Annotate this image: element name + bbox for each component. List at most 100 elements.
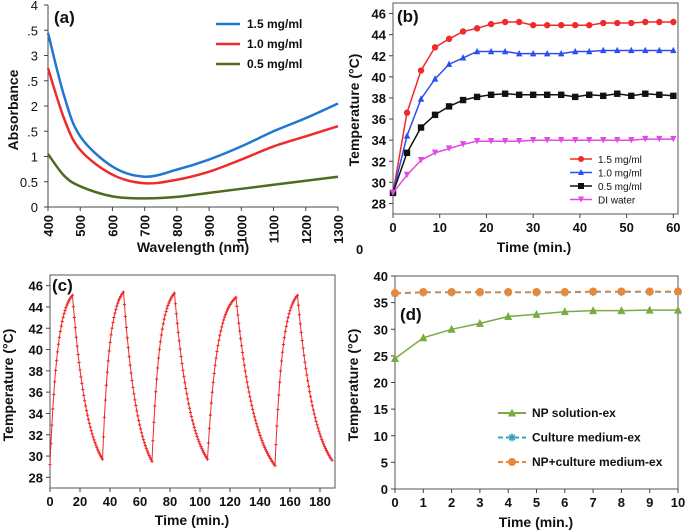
data-point	[156, 356, 161, 360]
x-tick-label: 8	[618, 495, 625, 510]
data-point	[263, 445, 267, 450]
series-1-0-mg-ml	[46, 67, 339, 185]
panel-a-label: (a)	[54, 8, 75, 27]
data-point	[149, 457, 153, 462]
x-tick-label: 60	[133, 494, 147, 509]
panel-b: (b) Time (min.) Temperature (°C) 0 0 10 20…	[346, 2, 681, 257]
data-point	[101, 435, 106, 439]
data-point	[89, 428, 93, 433]
data-point	[115, 304, 119, 308]
legend-marker	[578, 183, 584, 189]
y-tick-label: 2	[31, 99, 38, 114]
x-tick-label: 1200	[299, 215, 314, 244]
data-point	[628, 136, 635, 144]
data-point	[324, 448, 329, 453]
data-point	[102, 415, 107, 419]
data-point	[313, 416, 317, 420]
data-point	[74, 335, 78, 339]
data-point	[88, 425, 92, 429]
plot-frame	[49, 274, 336, 489]
data-point	[278, 380, 282, 384]
data-point	[113, 311, 117, 315]
data-point	[187, 406, 192, 410]
data-point	[119, 294, 123, 299]
panel-d-ylabel: Temperature (°C)	[345, 329, 361, 442]
data-point	[225, 308, 230, 312]
data-point	[475, 318, 484, 327]
x-tick-label: 0	[391, 495, 398, 510]
data-point	[532, 287, 541, 296]
data-point	[265, 451, 270, 456]
data-point	[133, 398, 137, 402]
data-point	[84, 409, 89, 413]
x-tick-label: 700	[138, 215, 153, 237]
y-tick-label: 44	[29, 300, 44, 315]
data-point	[614, 46, 621, 54]
data-point	[80, 381, 84, 385]
data-point	[473, 25, 481, 32]
data-point	[60, 319, 64, 324]
x-tick-label: 3	[476, 495, 483, 510]
data-point	[473, 93, 481, 101]
data-point	[56, 342, 61, 346]
data-point	[125, 336, 129, 340]
data-point	[389, 189, 397, 197]
data-point	[172, 291, 177, 295]
data-point	[212, 371, 216, 376]
data-point	[628, 19, 635, 27]
data-point	[501, 18, 509, 26]
data-point	[617, 287, 626, 296]
x-tick-label: 80	[163, 494, 177, 509]
data-point	[473, 47, 481, 55]
data-point	[586, 21, 593, 29]
data-point	[642, 90, 649, 97]
legend-label: 0.5 mg/ml	[247, 57, 302, 71]
data-point	[162, 317, 166, 321]
data-point	[76, 352, 80, 357]
legend-label: NP solution-ex	[532, 406, 616, 420]
data-point	[48, 462, 52, 467]
data-point	[557, 21, 565, 29]
data-point	[307, 384, 311, 388]
data-point	[116, 301, 120, 305]
data-point	[67, 299, 71, 303]
data-point	[289, 306, 293, 310]
legend-marker	[508, 433, 516, 442]
y-tick-label: 15	[374, 402, 388, 417]
data-point	[105, 370, 109, 374]
data-point	[445, 60, 453, 67]
data-point	[142, 441, 146, 445]
data-point	[54, 368, 58, 373]
data-point	[219, 329, 223, 333]
data-point	[291, 301, 295, 305]
data-point	[670, 46, 677, 54]
panel-b-ylabel: Temperature (°C)	[346, 54, 362, 167]
data-point	[168, 299, 172, 303]
data-point	[183, 381, 187, 385]
data-point	[62, 312, 66, 316]
data-point	[303, 360, 307, 364]
data-point	[157, 347, 162, 352]
data-point	[504, 311, 513, 320]
data-point	[205, 457, 210, 461]
data-point	[134, 403, 138, 408]
data-point	[670, 135, 677, 143]
data-point	[94, 443, 98, 447]
data-point	[284, 324, 288, 328]
series-line	[46, 153, 339, 200]
legend-marker	[578, 156, 584, 162]
y-tick-label: 30	[372, 175, 386, 190]
data-point	[169, 297, 173, 301]
data-point	[184, 386, 188, 391]
data-point	[487, 138, 495, 145]
data-point	[403, 149, 411, 157]
data-point	[161, 322, 165, 326]
data-point	[191, 422, 195, 426]
data-point	[417, 156, 425, 164]
data-point	[557, 91, 565, 98]
panel-a-xlabel: Wavelength (nm)	[137, 239, 249, 255]
y-tick-label: 28	[372, 196, 386, 211]
y-tick-label: 36	[372, 112, 386, 127]
panel-a-ylabel: Absorbance	[5, 69, 21, 150]
data-point	[155, 377, 159, 381]
